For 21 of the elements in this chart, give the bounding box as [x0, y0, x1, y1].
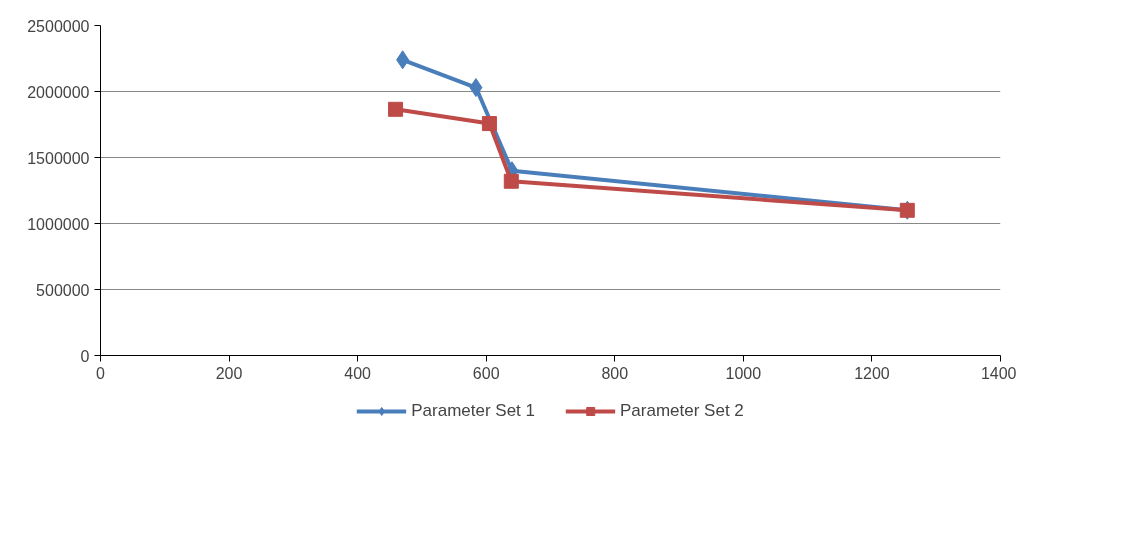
point — [503, 173, 519, 189]
x-tick-label: 1400 — [980, 364, 1017, 382]
point — [469, 78, 483, 98]
point — [396, 50, 410, 70]
legend-label: Parameter Set 1 — [411, 401, 535, 421]
x-tick-label: 1200 — [854, 364, 890, 382]
x-tick-label: 400 — [344, 364, 372, 382]
x-tick-label: 600 — [472, 364, 500, 382]
x-tick-label: 800 — [601, 364, 629, 382]
y-tick-label: 2500000 — [27, 17, 90, 35]
y-tick-label: 0 — [80, 347, 90, 365]
point — [481, 116, 497, 132]
x-tick-label: 0 — [96, 364, 106, 382]
point — [388, 101, 404, 117]
x-tick-label: 200 — [215, 364, 243, 382]
legend-label: Parameter Set 2 — [620, 401, 744, 421]
y-tick-label: 500000 — [36, 281, 90, 299]
x-tick-label: 1000 — [725, 364, 762, 382]
y-tick-label: 1000000 — [27, 215, 90, 233]
y-tick-label: 2000000 — [27, 83, 90, 101]
y-tick-label: 1500000 — [27, 149, 90, 167]
